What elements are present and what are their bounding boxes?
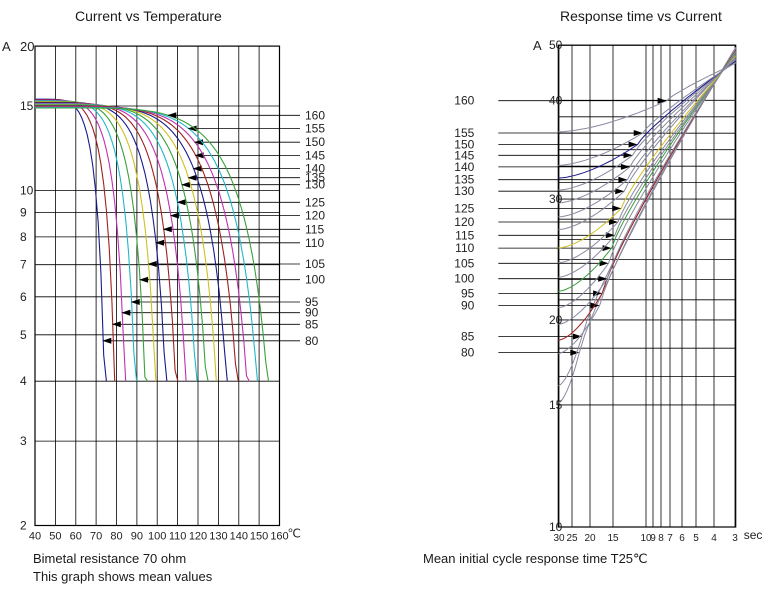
svg-text:20: 20 [549, 313, 563, 327]
svg-text:85: 85 [461, 330, 475, 344]
svg-text:3: 3 [20, 434, 27, 448]
svg-text:℃: ℃ [288, 527, 301, 541]
svg-text:50: 50 [549, 38, 563, 52]
svg-text:15: 15 [607, 533, 619, 544]
svg-text:Response time vs Current: Response time vs Current [560, 8, 722, 24]
svg-text:A: A [2, 39, 11, 54]
svg-text:8: 8 [658, 533, 664, 544]
svg-text:125: 125 [305, 195, 325, 209]
svg-text:20: 20 [20, 39, 34, 54]
svg-text:2: 2 [20, 519, 27, 533]
svg-text:145: 145 [305, 148, 325, 162]
svg-text:7: 7 [20, 258, 27, 272]
svg-text:20: 20 [584, 533, 596, 544]
svg-text:155: 155 [454, 126, 474, 140]
svg-text:140: 140 [230, 531, 248, 543]
svg-text:115: 115 [455, 228, 474, 242]
svg-text:125: 125 [454, 201, 474, 215]
svg-text:sec: sec [744, 528, 763, 542]
svg-text:8: 8 [20, 230, 27, 244]
svg-text:95: 95 [305, 295, 319, 309]
svg-text:15: 15 [549, 398, 563, 412]
svg-text:50: 50 [49, 531, 61, 543]
svg-text:9: 9 [650, 533, 656, 544]
svg-text:130: 130 [209, 531, 227, 543]
svg-text:25: 25 [566, 533, 578, 544]
svg-text:40: 40 [549, 93, 563, 107]
svg-text:100: 100 [305, 273, 325, 287]
svg-text:120: 120 [305, 209, 325, 223]
svg-text:155: 155 [305, 122, 325, 136]
svg-text:105: 105 [454, 256, 474, 270]
svg-text:A: A [533, 38, 542, 53]
svg-text:115: 115 [305, 222, 324, 236]
svg-text:105: 105 [305, 257, 325, 271]
svg-text:10: 10 [549, 520, 563, 534]
svg-text:4: 4 [711, 533, 717, 544]
svg-text:120: 120 [454, 215, 474, 229]
svg-text:160: 160 [454, 94, 474, 108]
svg-text:Bimetal resistance 70 ohm: Bimetal resistance 70 ohm [33, 551, 186, 566]
svg-text:7: 7 [667, 533, 673, 544]
svg-text:110: 110 [455, 241, 474, 255]
svg-text:This graph shows mean values: This graph shows mean values [33, 569, 213, 584]
svg-text:6: 6 [679, 533, 685, 544]
svg-text:30: 30 [549, 192, 563, 206]
svg-text:70: 70 [90, 531, 102, 543]
svg-text:140: 140 [305, 162, 325, 176]
svg-text:90: 90 [131, 531, 143, 543]
svg-text:135: 135 [454, 173, 474, 187]
svg-text:95: 95 [461, 286, 475, 300]
svg-text:5: 5 [20, 328, 27, 342]
svg-text:110: 110 [305, 236, 324, 250]
svg-text:100: 100 [454, 272, 474, 286]
svg-text:150: 150 [250, 531, 268, 543]
svg-text:6: 6 [20, 290, 27, 304]
svg-text:100: 100 [148, 531, 166, 543]
svg-text:160: 160 [270, 531, 288, 543]
svg-text:10: 10 [20, 184, 34, 198]
svg-text:4: 4 [20, 374, 27, 388]
svg-text:120: 120 [189, 531, 207, 543]
svg-text:160: 160 [305, 108, 325, 122]
svg-text:Current vs Temperature: Current vs Temperature [75, 8, 222, 24]
svg-text:5: 5 [693, 533, 699, 544]
svg-text:80: 80 [461, 346, 475, 360]
svg-text:15: 15 [20, 99, 34, 113]
svg-text:3: 3 [732, 533, 738, 544]
svg-text:40: 40 [29, 531, 41, 543]
svg-text:60: 60 [70, 531, 82, 543]
svg-text:80: 80 [110, 531, 122, 543]
svg-text:9: 9 [20, 205, 27, 219]
svg-text:80: 80 [305, 334, 319, 348]
svg-text:150: 150 [305, 135, 325, 149]
svg-text:110: 110 [169, 531, 187, 543]
svg-text:Mean initial cycle response ti: Mean initial cycle response time T25℃ [423, 551, 648, 566]
svg-text:30: 30 [553, 533, 565, 544]
svg-text:90: 90 [461, 299, 475, 313]
